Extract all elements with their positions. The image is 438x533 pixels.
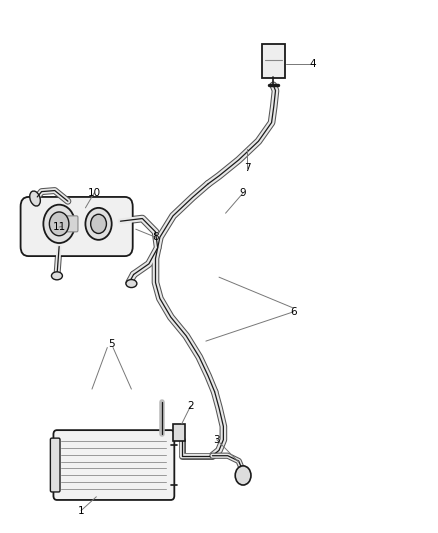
FancyBboxPatch shape [21, 197, 133, 256]
Text: 7: 7 [244, 163, 251, 173]
Circle shape [43, 205, 75, 243]
FancyBboxPatch shape [173, 424, 185, 441]
Circle shape [235, 466, 251, 485]
Text: 10: 10 [88, 188, 101, 198]
Ellipse shape [126, 279, 137, 288]
Ellipse shape [52, 272, 63, 280]
Ellipse shape [30, 191, 40, 206]
Text: 1: 1 [78, 506, 85, 515]
Text: 8: 8 [152, 232, 159, 242]
Text: 2: 2 [187, 401, 194, 411]
Text: 6: 6 [290, 307, 297, 317]
Circle shape [85, 208, 112, 240]
Text: 4: 4 [310, 59, 317, 69]
Text: 3: 3 [213, 435, 220, 445]
FancyBboxPatch shape [53, 430, 174, 500]
FancyBboxPatch shape [262, 44, 285, 78]
Text: 5: 5 [108, 339, 115, 349]
Text: 11: 11 [53, 222, 66, 232]
FancyBboxPatch shape [50, 438, 60, 492]
Text: 9: 9 [240, 188, 247, 198]
Circle shape [49, 212, 69, 236]
Circle shape [91, 214, 106, 233]
FancyBboxPatch shape [51, 216, 78, 232]
